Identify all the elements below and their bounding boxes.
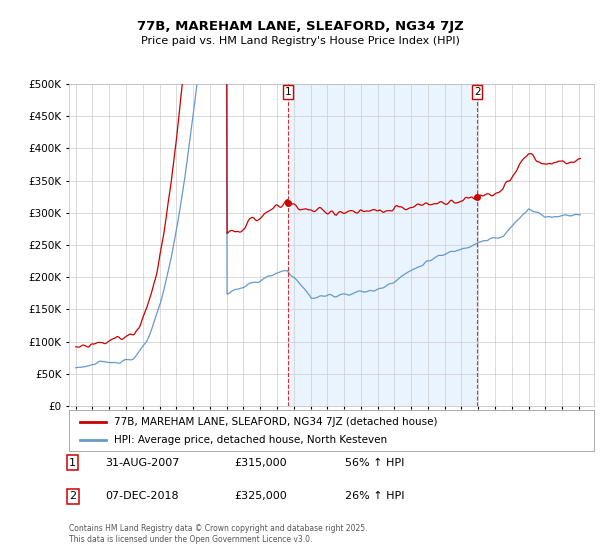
Text: Price paid vs. HM Land Registry's House Price Index (HPI): Price paid vs. HM Land Registry's House … [140,36,460,46]
Text: 07-DEC-2018: 07-DEC-2018 [105,491,179,501]
Text: 31-AUG-2007: 31-AUG-2007 [105,458,179,468]
Text: 2: 2 [69,491,76,501]
Text: 77B, MAREHAM LANE, SLEAFORD, NG34 7JZ (detached house): 77B, MAREHAM LANE, SLEAFORD, NG34 7JZ (d… [113,417,437,427]
Text: 1: 1 [285,87,292,97]
Text: £325,000: £325,000 [234,491,287,501]
Text: 77B, MAREHAM LANE, SLEAFORD, NG34 7JZ: 77B, MAREHAM LANE, SLEAFORD, NG34 7JZ [137,20,463,32]
Bar [288,84,477,406]
Text: £315,000: £315,000 [234,458,287,468]
Text: 26% ↑ HPI: 26% ↑ HPI [345,491,404,501]
Text: Contains HM Land Registry data © Crown copyright and database right 2025.
This d: Contains HM Land Registry data © Crown c… [69,524,367,544]
Text: 2: 2 [474,87,481,97]
Text: 56% ↑ HPI: 56% ↑ HPI [345,458,404,468]
Text: 1: 1 [69,458,76,468]
Text: HPI: Average price, detached house, North Kesteven: HPI: Average price, detached house, Nort… [113,435,387,445]
